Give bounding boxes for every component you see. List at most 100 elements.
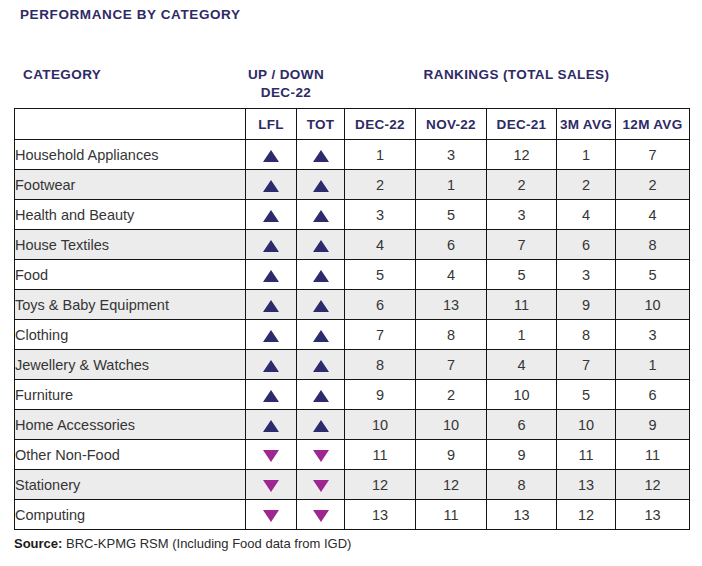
lfl-trend-cell [246,470,297,500]
rank-cell: 3 [416,140,487,170]
category-column-header-cell [15,109,246,140]
column-header-nov22: NOV-22 [416,109,487,140]
rank-cell: 9 [345,380,416,410]
rank-cell: 1 [416,170,487,200]
rank-cell: 10 [616,290,690,320]
rank-cell: 3 [557,260,616,290]
rank-cell: 4 [616,200,690,230]
rank-cell: 5 [557,380,616,410]
up-triangle-icon [313,270,329,282]
category-cell: Home Accessories [15,410,246,440]
rank-cell: 12 [416,470,487,500]
up-triangle-icon [313,390,329,402]
up-triangle-icon [263,390,279,402]
rank-cell: 9 [416,440,487,470]
rank-cell: 13 [557,470,616,500]
column-header-dec21: DEC-21 [487,109,557,140]
table-row: House Textiles46768 [15,230,690,260]
rank-cell: 10 [487,380,557,410]
table-row: Other Non-Food11991111 [15,440,690,470]
column-header-tot: TOT [297,109,345,140]
lfl-trend-cell [246,290,297,320]
up-triangle-icon [263,330,279,342]
up-triangle-icon [313,210,329,222]
down-triangle-icon [313,450,329,462]
down-triangle-icon [313,510,329,522]
rank-cell: 13 [345,500,416,530]
source-text: BRC-KPMG RSM (Including Food data from I… [62,536,351,551]
rank-cell: 12 [345,470,416,500]
category-group-header: CATEGORY [23,66,101,84]
source-label: Source: [14,536,62,551]
table-row: Computing1311131213 [15,500,690,530]
table-row: Stationery121281312 [15,470,690,500]
column-header-3m-avg: 3M AVG [557,109,616,140]
category-cell: Other Non-Food [15,440,246,470]
rank-cell: 7 [557,350,616,380]
rank-cell: 6 [616,380,690,410]
table-header-row: LFL TOT DEC-22 NOV-22 DEC-21 3M AVG 12M … [15,109,690,140]
rank-cell: 2 [616,170,690,200]
up-triangle-icon [313,420,329,432]
rank-cell: 11 [557,440,616,470]
up-triangle-icon [263,240,279,252]
rank-cell: 8 [487,470,557,500]
category-cell: Stationery [15,470,246,500]
up-triangle-icon [263,420,279,432]
rank-cell: 6 [487,410,557,440]
rank-cell: 13 [416,290,487,320]
updown-group-header-line2: DEC-22 [236,84,336,102]
category-cell: Household Appliances [15,140,246,170]
table-row: Food54535 [15,260,690,290]
tot-trend-cell [297,260,345,290]
column-header-lfl: LFL [246,109,297,140]
column-header-12m-avg: 12M AVG [616,109,690,140]
tot-trend-cell [297,410,345,440]
lfl-trend-cell [246,260,297,290]
rankings-group-header: RANKINGS (TOTAL SALES) [344,66,689,84]
rank-cell: 1 [487,320,557,350]
rank-cell: 7 [416,350,487,380]
up-triangle-icon [313,150,329,162]
table-row: Toys & Baby Equipment61311910 [15,290,690,320]
rank-cell: 3 [487,200,557,230]
tot-trend-cell [297,440,345,470]
category-cell: House Textiles [15,230,246,260]
rank-cell: 10 [345,410,416,440]
rank-cell: 3 [616,320,690,350]
rank-cell: 11 [487,290,557,320]
tot-trend-cell [297,170,345,200]
rank-cell: 6 [416,230,487,260]
rank-cell: 4 [416,260,487,290]
column-header-dec22: DEC-22 [345,109,416,140]
rank-cell: 8 [616,230,690,260]
lfl-trend-cell [246,440,297,470]
tot-trend-cell [297,350,345,380]
rank-cell: 8 [416,320,487,350]
up-triangle-icon [313,180,329,192]
rank-cell: 4 [345,230,416,260]
rank-cell: 12 [557,500,616,530]
category-cell: Food [15,260,246,290]
rank-cell: 9 [487,440,557,470]
up-triangle-icon [263,150,279,162]
up-triangle-icon [313,300,329,312]
report-page: PERFORMANCE BY CATEGORY CATEGORY UP / DO… [0,0,702,566]
category-cell: Footwear [15,170,246,200]
lfl-trend-cell [246,380,297,410]
lfl-trend-cell [246,410,297,440]
table-row: Household Appliances131217 [15,140,690,170]
lfl-trend-cell [246,170,297,200]
table-row: Furniture921056 [15,380,690,410]
lfl-trend-cell [246,200,297,230]
updown-group-header: UP / DOWN DEC-22 [236,66,336,102]
rank-cell: 7 [487,230,557,260]
rank-cell: 3 [345,200,416,230]
tot-trend-cell [297,320,345,350]
source-note: Source: BRC-KPMG RSM (Including Food dat… [14,536,351,551]
up-triangle-icon [263,270,279,282]
rank-cell: 4 [487,350,557,380]
lfl-trend-cell [246,320,297,350]
rank-cell: 7 [345,320,416,350]
rank-cell: 8 [345,350,416,380]
